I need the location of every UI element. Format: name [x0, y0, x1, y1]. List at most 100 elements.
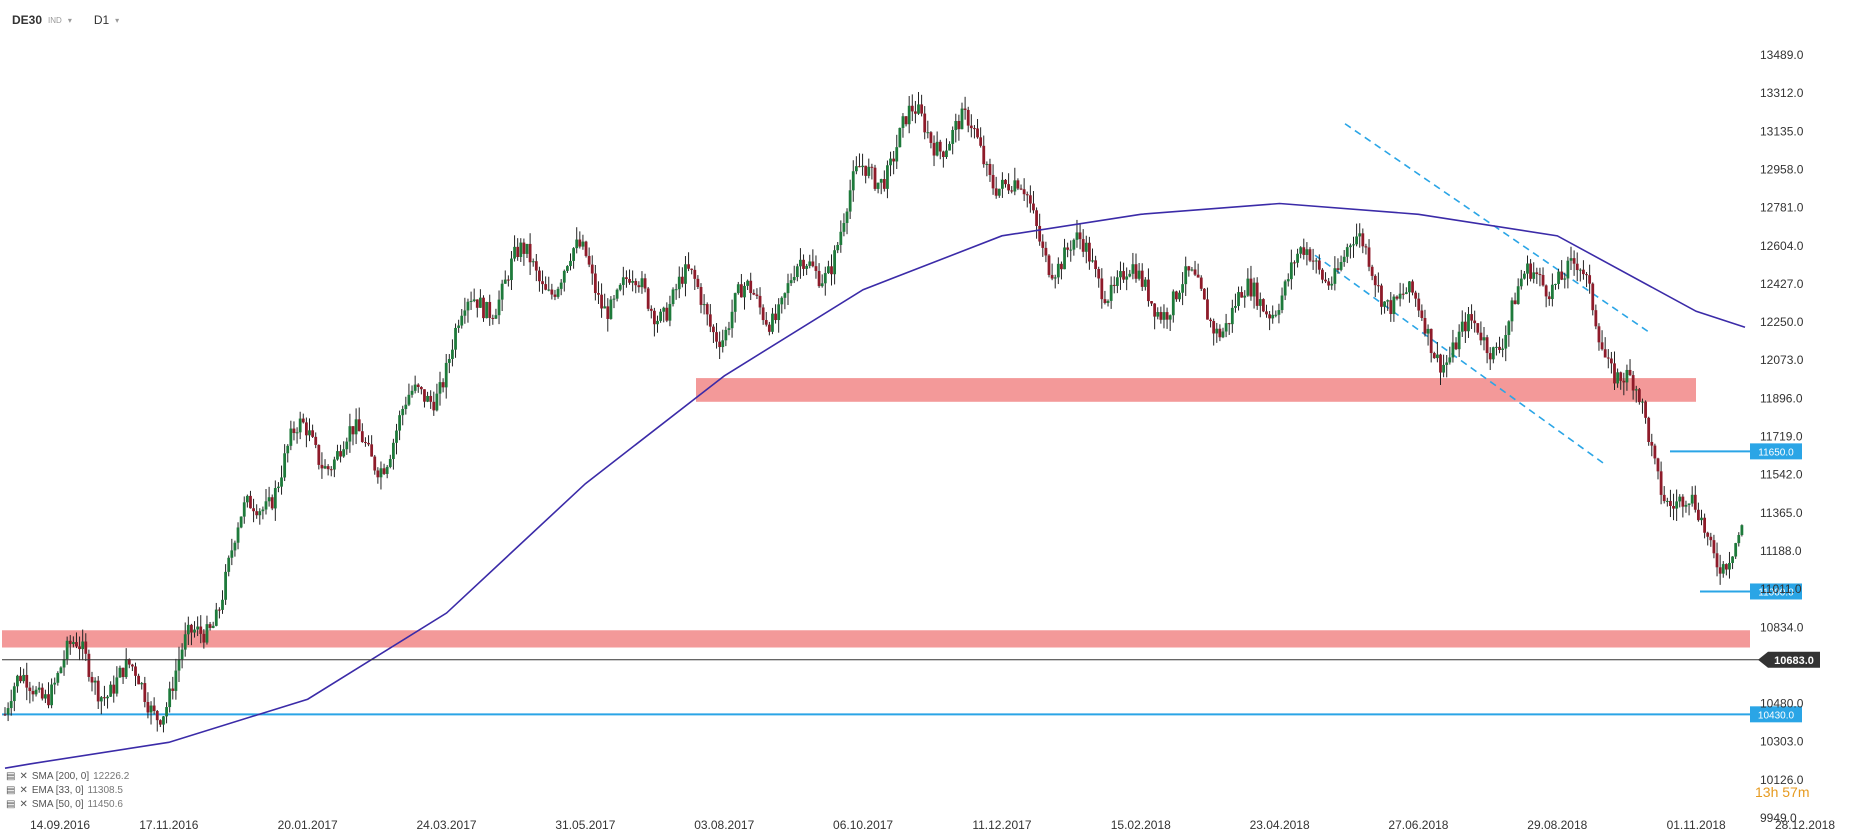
- trend-channel-upper: [1344, 123, 1651, 334]
- candle-up: [848, 190, 852, 212]
- candle-up: [1125, 276, 1129, 280]
- candle-up: [494, 315, 498, 319]
- candle-down: [1560, 271, 1564, 280]
- candle-down: [1600, 342, 1604, 350]
- candle-up: [1532, 272, 1536, 279]
- x-tick-label: 24.03.2017: [417, 818, 477, 832]
- candle-up: [1731, 556, 1734, 563]
- candle-up: [444, 362, 448, 388]
- sma-line: [4, 202, 1746, 769]
- candle-up: [721, 340, 725, 348]
- candle-down: [1582, 269, 1585, 275]
- candle-down: [416, 384, 420, 387]
- close-icon[interactable]: ✕: [19, 799, 28, 810]
- y-tick-label: 11719.0: [1760, 430, 1803, 444]
- indicator-label: EMA [33, 0]: [31, 785, 84, 796]
- candle-down: [429, 395, 433, 402]
- candle-up: [746, 280, 750, 286]
- candle-down: [1672, 505, 1675, 509]
- candle-down: [628, 278, 631, 283]
- candle-down: [1703, 517, 1707, 533]
- candle-down: [1439, 354, 1442, 373]
- candle-down: [1529, 263, 1533, 279]
- candle-down: [963, 108, 967, 110]
- candle-down: [550, 289, 554, 295]
- candle-up: [214, 609, 218, 626]
- candle-down: [858, 166, 861, 168]
- candle-down: [932, 142, 936, 156]
- candle-down: [1249, 278, 1253, 297]
- indicator-row[interactable]: ▤ ✕ SMA [200, 0] 12226.2: [6, 770, 129, 784]
- indicator-value: 12226.2: [93, 771, 130, 782]
- candle-down: [1414, 292, 1418, 299]
- candle-up: [783, 293, 787, 298]
- candle-up: [62, 659, 66, 668]
- candle-up: [951, 130, 955, 144]
- candle-up: [413, 384, 417, 391]
- candle-up: [236, 527, 240, 543]
- timeframe-label[interactable]: D1: [93, 13, 110, 27]
- candle-up: [1519, 278, 1523, 287]
- candle-down: [1134, 264, 1138, 279]
- candle-up: [1554, 283, 1557, 285]
- candle-down: [1311, 260, 1315, 262]
- candle-down: [217, 609, 221, 611]
- candle-up: [503, 279, 507, 284]
- candle-up: [298, 418, 302, 433]
- symbol-label[interactable]: DE30: [12, 13, 43, 27]
- candle-up: [460, 315, 464, 326]
- candle-down: [1193, 269, 1197, 275]
- candle-down: [1261, 299, 1265, 312]
- level-tag: [1750, 583, 1802, 600]
- candle-up: [1013, 180, 1017, 192]
- candle-up: [277, 486, 280, 489]
- candle-down: [1718, 567, 1722, 574]
- chevron-down-icon[interactable]: ▾: [67, 15, 72, 25]
- candle-down: [1411, 281, 1414, 293]
- candle-up: [140, 683, 144, 685]
- candle-up: [183, 634, 187, 650]
- candle-up: [1106, 300, 1110, 303]
- candle-down: [1336, 268, 1340, 270]
- candle-up: [1178, 292, 1181, 300]
- candle-up: [332, 459, 336, 470]
- candle-up: [985, 163, 989, 165]
- candle-up: [43, 694, 47, 699]
- candle-up: [510, 258, 513, 281]
- candle-up: [1451, 342, 1455, 358]
- level-tag: [1750, 706, 1802, 723]
- candle-down: [1544, 285, 1548, 297]
- candle-down: [96, 680, 100, 702]
- candle-down: [1255, 282, 1259, 306]
- candle-up: [115, 677, 119, 694]
- candle-down: [1622, 380, 1626, 383]
- candle-down: [646, 288, 650, 309]
- close-icon[interactable]: ✕: [19, 771, 28, 782]
- candle-up: [463, 310, 467, 316]
- y-tick-label: 10126.0: [1760, 773, 1804, 787]
- candle-down: [78, 646, 81, 650]
- chevron-down-icon[interactable]: ▾: [115, 15, 120, 25]
- candle-up: [454, 327, 457, 350]
- candle-up: [485, 301, 489, 319]
- candle-up: [1246, 278, 1250, 296]
- candle-up: [34, 689, 38, 695]
- candle-down: [892, 158, 896, 162]
- candle-up: [1271, 314, 1275, 319]
- candle-down: [534, 261, 538, 271]
- candle-down: [774, 313, 777, 321]
- candle-down: [1715, 553, 1719, 568]
- indicator-row[interactable]: ▤ ✕ SMA [50, 0] 11450.6: [6, 798, 129, 812]
- candle-down: [1706, 532, 1710, 537]
- candle-up: [1504, 334, 1508, 349]
- candle-up: [926, 132, 930, 134]
- candle-up: [1243, 295, 1247, 298]
- candle-up: [562, 270, 566, 283]
- close-icon[interactable]: ✕: [19, 785, 28, 796]
- indicator-row[interactable]: ▤ ✕ EMA [33, 0] 11308.5: [6, 784, 129, 798]
- candle-up: [1000, 179, 1004, 189]
- candle-up: [283, 453, 287, 478]
- candle-down: [1293, 262, 1296, 264]
- y-tick-label: 12250.0: [1760, 315, 1804, 329]
